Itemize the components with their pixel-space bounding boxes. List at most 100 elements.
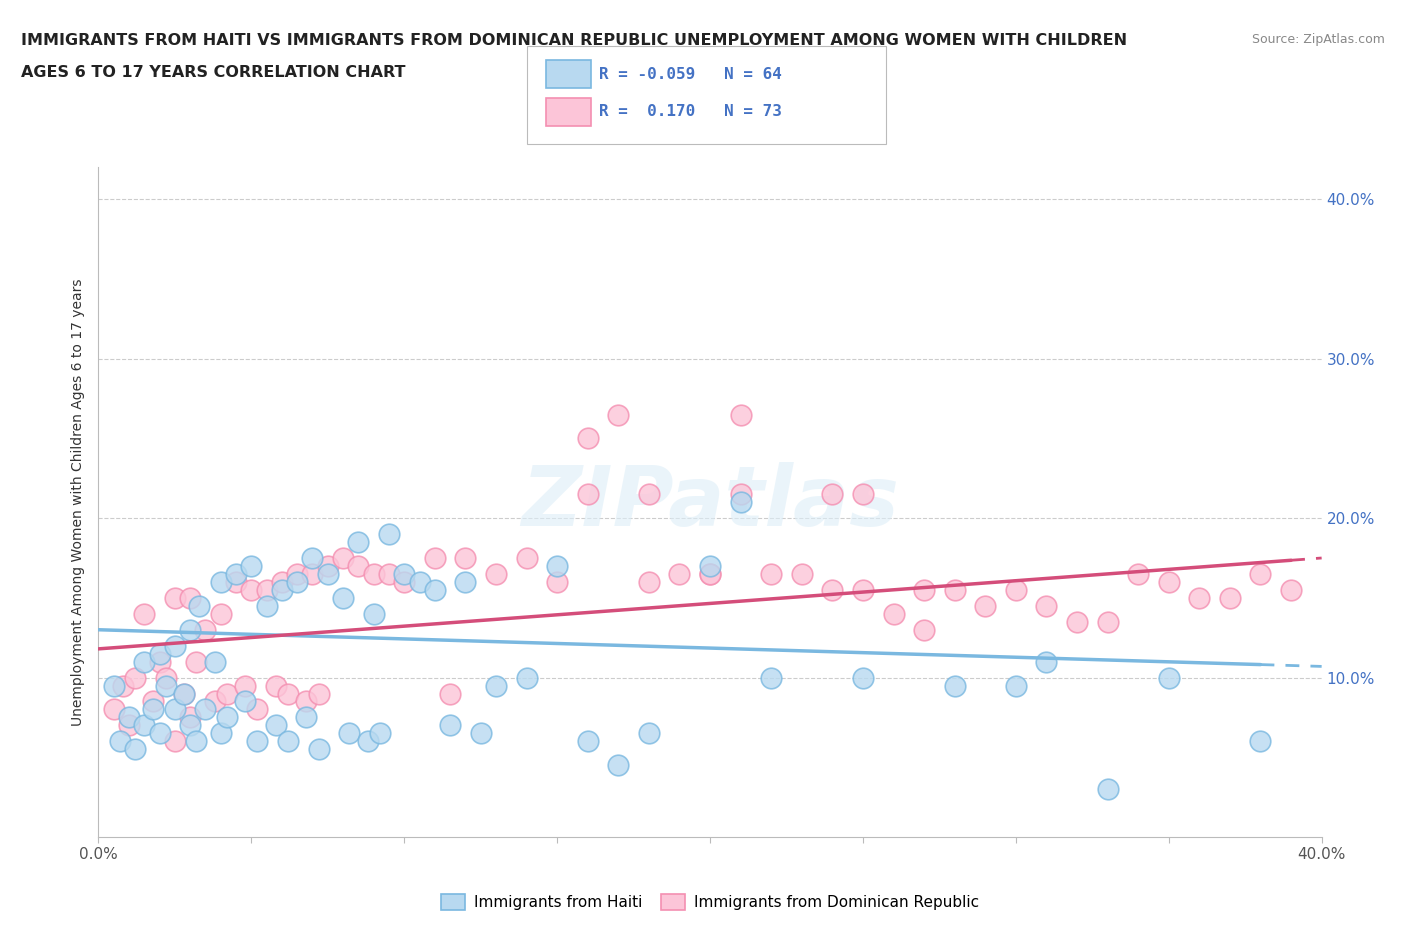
Point (155, 678, 177, 693)
Point (142, 694, 165, 709)
Point (209, 726, 232, 741)
Point (912, 582, 935, 597)
Point (142, 702, 165, 717)
Point (204, 654, 226, 669)
Point (439, 718, 461, 733)
Point (1157, 575, 1180, 590)
Point (821, 486, 844, 501)
Point (295, 710, 318, 724)
Point (179, 718, 201, 733)
Point (332, 551, 354, 565)
Point (194, 622, 217, 637)
Point (974, 598, 997, 613)
Point (546, 559, 568, 574)
Point (699, 566, 721, 581)
Point (256, 598, 278, 613)
Point (516, 671, 538, 685)
Point (576, 431, 599, 445)
Point (285, 575, 308, 590)
Point (423, 582, 446, 597)
Point (883, 606, 905, 621)
Point (179, 591, 201, 605)
Point (301, 566, 323, 581)
Point (215, 686, 238, 701)
Point (470, 726, 492, 741)
Point (408, 575, 430, 590)
Point (149, 646, 172, 661)
Point (209, 575, 232, 590)
Point (516, 551, 538, 565)
Point (124, 671, 146, 685)
Point (246, 734, 269, 749)
Point (103, 702, 125, 717)
Point (1035, 654, 1057, 669)
Point (730, 407, 752, 422)
Point (270, 582, 292, 597)
Point (347, 535, 370, 550)
Point (1128, 566, 1150, 581)
Point (264, 678, 287, 693)
Point (118, 718, 141, 733)
Point (347, 559, 370, 574)
Point (134, 718, 156, 733)
Point (173, 686, 195, 701)
Point (155, 671, 177, 685)
Point (637, 575, 661, 590)
Point (423, 551, 446, 565)
Point (308, 742, 330, 757)
Point (337, 726, 360, 741)
Point (607, 407, 630, 422)
Point (308, 686, 330, 701)
Point (392, 575, 416, 590)
Point (607, 758, 630, 773)
Point (699, 559, 721, 574)
Point (454, 575, 477, 590)
Point (637, 486, 661, 501)
Point (943, 678, 966, 693)
Point (179, 710, 201, 724)
Point (134, 606, 156, 621)
Point (668, 566, 690, 581)
Point (149, 726, 172, 741)
Point (270, 575, 292, 590)
Point (103, 678, 125, 693)
Point (134, 654, 156, 669)
Point (316, 559, 339, 574)
Point (111, 678, 134, 693)
Point (699, 566, 721, 581)
Point (759, 671, 782, 685)
Point (149, 654, 172, 669)
Text: R = -0.059   N = 64: R = -0.059 N = 64 (599, 67, 782, 82)
Point (186, 734, 208, 749)
Point (1004, 678, 1026, 693)
Point (378, 526, 401, 541)
Y-axis label: Unemployment Among Women with Children Ages 6 to 17 years: Unemployment Among Women with Children A… (72, 278, 86, 726)
Point (790, 566, 813, 581)
Text: R =  0.170   N = 73: R = 0.170 N = 73 (599, 104, 782, 119)
Point (194, 702, 217, 717)
Point (285, 566, 308, 581)
Point (1035, 598, 1057, 613)
Point (637, 726, 661, 741)
Text: Source: ZipAtlas.com: Source: ZipAtlas.com (1251, 33, 1385, 46)
Point (233, 694, 256, 709)
Point (240, 559, 263, 574)
Point (186, 654, 208, 669)
Point (332, 591, 354, 605)
Point (356, 734, 378, 749)
Text: AGES 6 TO 17 YEARS CORRELATION CHART: AGES 6 TO 17 YEARS CORRELATION CHART (21, 65, 405, 80)
Text: ZIPatlas: ZIPatlas (522, 461, 898, 543)
Point (852, 486, 875, 501)
Point (316, 566, 339, 581)
Point (454, 551, 477, 565)
Point (163, 591, 186, 605)
Point (1066, 615, 1088, 630)
Point (852, 671, 875, 685)
Text: IMMIGRANTS FROM HAITI VS IMMIGRANTS FROM DOMINICAN REPUBLIC UNEMPLOYMENT AMONG W: IMMIGRANTS FROM HAITI VS IMMIGRANTS FROM… (21, 33, 1128, 47)
Point (188, 598, 211, 613)
Point (295, 694, 318, 709)
Point (1097, 615, 1119, 630)
Point (392, 566, 416, 581)
Point (368, 726, 391, 741)
Point (163, 702, 186, 717)
